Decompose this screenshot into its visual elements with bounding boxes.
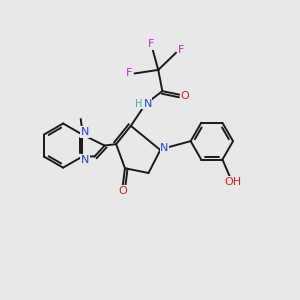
Text: H: H <box>135 99 142 109</box>
Text: N: N <box>81 127 89 137</box>
Text: F: F <box>178 45 184 55</box>
Text: N: N <box>81 154 89 165</box>
Text: N: N <box>160 143 169 153</box>
Text: N: N <box>143 99 152 109</box>
Text: F: F <box>126 68 132 78</box>
Text: O: O <box>118 186 127 196</box>
Text: F: F <box>148 39 154 49</box>
Text: OH: OH <box>224 177 241 187</box>
Text: O: O <box>180 91 189 101</box>
